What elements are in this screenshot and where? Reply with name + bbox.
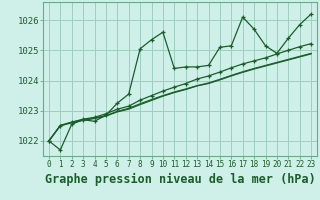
X-axis label: Graphe pression niveau de la mer (hPa): Graphe pression niveau de la mer (hPa) <box>44 173 316 186</box>
